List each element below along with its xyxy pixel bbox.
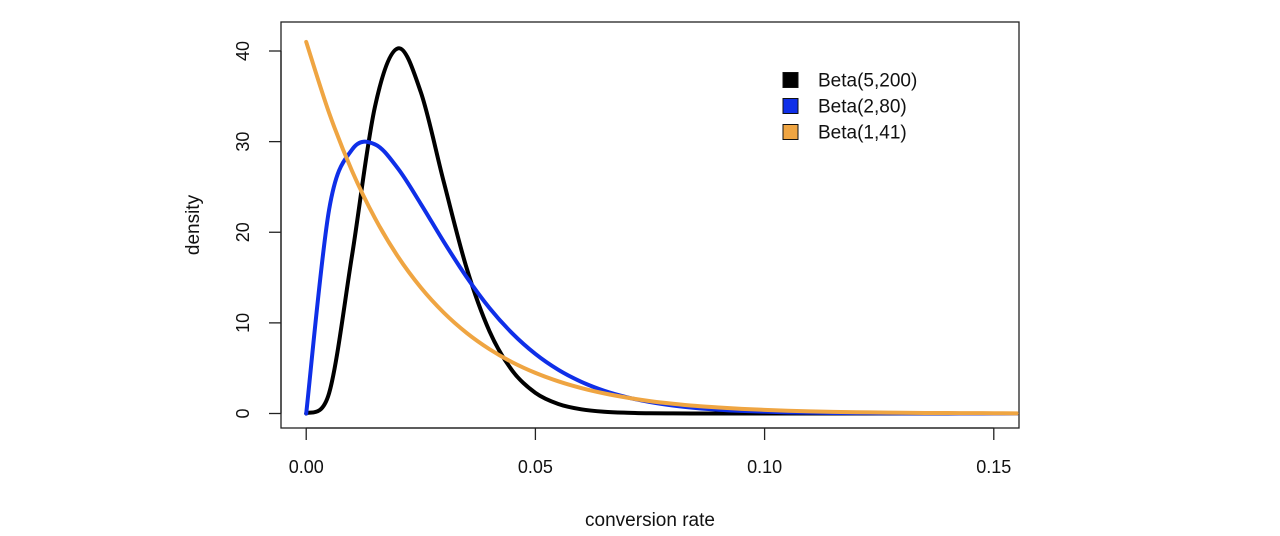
series-line-beta-5-200 (304, 46, 1019, 416)
x-tick-label: 0.05 (518, 457, 553, 477)
y-axis: 0 10 20 30 40 (233, 41, 282, 419)
x-axis-label: conversion rate (585, 510, 715, 531)
x-tick-label: 0.00 (289, 457, 324, 477)
series-line-beta-1-41 (304, 39, 1019, 416)
y-tick-label: 0 (233, 408, 253, 418)
y-axis-label: density (183, 194, 204, 255)
y-tick-label: 30 (233, 132, 253, 152)
legend-swatch (782, 98, 799, 114)
y-tick-label: 40 (233, 41, 253, 61)
legend-label: Beta(2,80) (818, 97, 907, 118)
legend-label: Beta(5,200) (818, 71, 917, 92)
legend-label: Beta(1,41) (818, 123, 907, 144)
series-lines (304, 39, 1019, 416)
x-tick-label: 0.15 (976, 457, 1011, 477)
legend-swatch (782, 72, 799, 88)
y-tick-label: 10 (233, 313, 253, 333)
x-tick-label: 0.10 (747, 457, 782, 477)
x-axis: 0.00 0.05 0.10 0.15 (289, 427, 1011, 477)
y-tick-label: 20 (233, 222, 253, 242)
legend-swatch (782, 124, 799, 140)
legend: Beta(5,200) Beta(2,80) Beta(1,41) (782, 71, 917, 144)
